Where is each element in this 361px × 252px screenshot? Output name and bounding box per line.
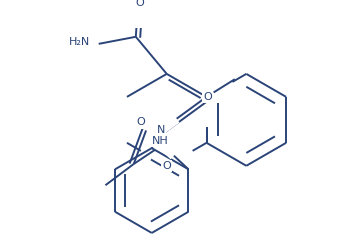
Text: N: N <box>156 125 165 135</box>
Text: NH: NH <box>152 136 169 146</box>
Text: O: O <box>162 161 171 171</box>
Text: H₂N: H₂N <box>69 37 90 47</box>
Text: O: O <box>203 92 212 102</box>
Text: O: O <box>136 117 145 128</box>
Text: O: O <box>135 0 144 8</box>
Text: N: N <box>156 125 165 135</box>
